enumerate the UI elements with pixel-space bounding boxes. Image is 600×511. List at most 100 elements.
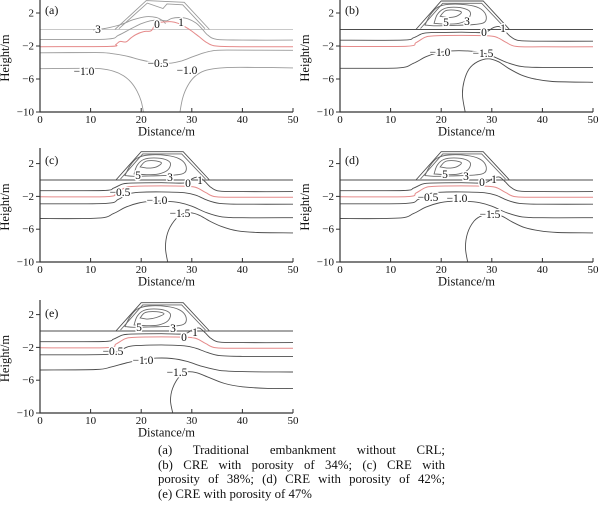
figure-caption: (a) Traditional embankment without CRL; …: [158, 443, 445, 502]
contour-label: −1.0: [430, 47, 451, 59]
y-tick-label: −2: [322, 41, 334, 53]
axes-frame: [339, 148, 593, 263]
panel-tag: (d): [345, 153, 359, 167]
x-tick-label: 10: [85, 415, 97, 427]
contour-line--1.0: [179, 66, 293, 112]
contour-line-5: [133, 308, 172, 327]
x-axis-label: Distance/m: [138, 275, 195, 289]
x-tick-label: 30: [186, 264, 198, 276]
contour-line-embankment-inner: [118, 2, 206, 30]
contour-plot-d: 0 10 20 30 40 502−2−6−10Distance/mHeight/m(d)…: [300, 148, 600, 289]
contour-line--1.5: [165, 212, 293, 262]
panel-a: 0 10 20 30 40 50 2 −2 −6 −10 Distance/m Height/m (a)…: [0, 0, 300, 138]
y-tick-label: −2: [22, 342, 34, 354]
contour-line-embankment: [115, 302, 210, 332]
contour-label: 0: [154, 19, 160, 31]
contour-label: −0.5: [110, 187, 131, 199]
x-axis-label: Distance/m: [138, 125, 195, 139]
contour-line-5-inner: [439, 9, 462, 18]
contour-line--1.0: [40, 67, 144, 112]
contour-label: 0: [181, 332, 187, 344]
x-tick-label: 20: [136, 114, 148, 126]
y-axis-label: Height/m: [300, 183, 312, 230]
x-tick-label: 10: [85, 114, 97, 126]
x-tick-label: 0: [37, 264, 43, 276]
contour-plot-a: 0 10 20 30 40 502−2−6−10Distance/mHeight/m(a)…: [0, 0, 299, 139]
contour-line-5: [433, 6, 472, 25]
contour-label: 1: [192, 327, 198, 339]
contour-label: 0: [481, 27, 487, 39]
x-tick-label: 40: [537, 114, 549, 126]
contour-line-0: [40, 336, 293, 349]
contour-line-5-inner: [139, 311, 165, 320]
x-tick-label: 30: [486, 264, 498, 276]
x-tick-label: 10: [85, 264, 97, 276]
caption-line: (e) CRE with porosity of 47%: [158, 487, 312, 502]
contour-line-embankment-inner: [420, 153, 506, 180]
contour-lines: [340, 0, 593, 112]
contour-line-3: [424, 3, 487, 27]
contour-line-1: [40, 17, 293, 41]
x-tick-label: 20: [436, 114, 448, 126]
x-tick-label: 30: [486, 114, 498, 126]
contour-label: 0: [479, 177, 485, 189]
panel-c: 0 10 20 30 40 50 2 −2 −6 −10 Distance/m Height/m (c)…: [0, 140, 300, 292]
contour-label: −1.5: [167, 367, 188, 379]
contour-line-5: [133, 157, 172, 176]
contour-line--1.0: [340, 200, 593, 220]
contour-line-embankment-inner: [420, 2, 506, 29]
contour-line--1.0: [40, 357, 293, 373]
panel-tag: (a): [45, 3, 58, 17]
contour-line-1: [40, 176, 293, 193]
x-tick-label: 50: [288, 415, 300, 427]
y-tick-label: −6: [322, 224, 334, 236]
contour-label: 3: [167, 172, 173, 184]
contour-label: −0.5: [418, 192, 439, 204]
contour-line-1: [40, 327, 293, 344]
x-tick-label: 0: [337, 264, 343, 276]
x-tick-label: 40: [237, 264, 249, 276]
contour-line--1.0: [40, 200, 293, 220]
y-tick-label: 2: [29, 309, 35, 321]
caption-line: (a) Traditional embankment without CRL;: [158, 443, 445, 457]
y-tick-label: −6: [22, 74, 34, 86]
contour-label: 3: [463, 171, 469, 183]
contour-line-0: [40, 185, 293, 198]
y-tick-label: 2: [329, 8, 335, 20]
y-tick-label: −10: [317, 257, 335, 269]
contour-plot-c: 0 10 20 30 40 502−2−6−10Distance/mHeight/m(c)…: [0, 148, 299, 289]
panel-tag: (c): [45, 153, 58, 167]
x-tick-label: 50: [588, 264, 600, 276]
contour-line-embankment: [415, 0, 510, 30]
x-tick-label: 10: [385, 264, 397, 276]
y-tick-label: 2: [29, 8, 35, 20]
contour-line--0.5: [40, 49, 293, 64]
contour-line-5: [433, 157, 472, 176]
y-tick-label: −6: [322, 74, 334, 86]
y-tick-label: −6: [22, 224, 34, 236]
contour-label: −0.5: [103, 346, 124, 358]
x-tick-label: 20: [136, 415, 148, 427]
panel-b: 0 10 20 30 40 50 2 −2 −6 −10 Distance/m Height/m (b)…: [300, 0, 600, 138]
x-tick-label: 0: [337, 114, 343, 126]
x-axis-label: Distance/m: [438, 125, 495, 139]
contour-label: 3: [170, 323, 176, 335]
contour-line-0: [340, 185, 593, 198]
contour-label: −1.0: [177, 65, 198, 77]
contour-line-0: [340, 34, 593, 48]
y-tick-label: −6: [22, 375, 34, 387]
contour-line-embankment-inner: [120, 304, 206, 331]
contour-line-embankment: [415, 151, 510, 181]
contour-line-3: [124, 305, 187, 328]
contour-plot-b: 0 10 20 30 40 502−2−6−10Distance/mHeight/m(b)…: [300, 0, 599, 139]
x-axis-label: Distance/m: [138, 426, 195, 440]
contour-line-3: [424, 154, 487, 177]
x-tick-label: 40: [537, 264, 549, 276]
caption-line: (b) CRE with porosity of 34%; (c) CRE wi…: [158, 457, 445, 472]
y-tick-label: −2: [22, 41, 34, 53]
contour-line--1.0: [340, 50, 593, 69]
contour-lines: [40, 151, 293, 262]
y-axis-label: Height/m: [0, 183, 12, 230]
y-axis-label: Height/m: [300, 34, 312, 81]
